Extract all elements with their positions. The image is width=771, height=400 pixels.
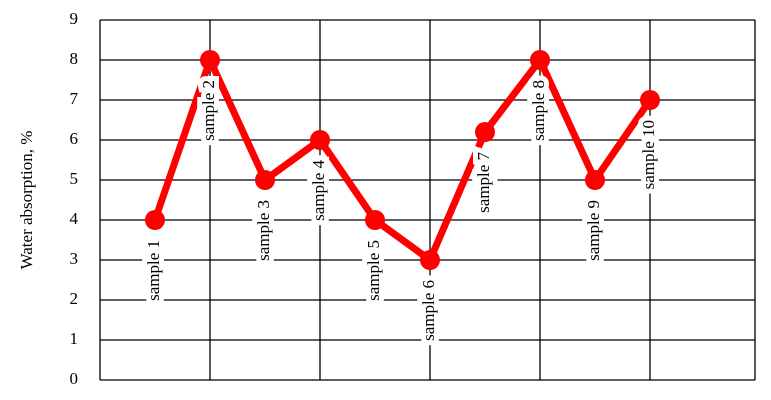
data-point (585, 170, 605, 190)
data-point (530, 50, 550, 70)
y-tick-label: 7 (70, 89, 79, 108)
grid (99, 19, 756, 381)
y-tick-label: 9 (70, 9, 79, 28)
y-tick-label: 8 (70, 49, 79, 68)
y-tick-label: 6 (70, 129, 79, 148)
y-tick-label: 2 (70, 289, 79, 308)
y-tick-label: 4 (70, 209, 79, 228)
y-tick-label: 1 (70, 329, 79, 348)
data-label: sample 9 (584, 200, 603, 261)
data-point (475, 122, 495, 142)
data-line (151, 50, 653, 266)
data-point (640, 90, 660, 110)
data-point (200, 50, 220, 70)
data-label: sample 1 (144, 240, 163, 301)
y-tick-label: 0 (70, 369, 79, 388)
data-label: sample 8 (529, 80, 548, 141)
y-axis-label: Water absorption, % (17, 131, 36, 270)
data-label: sample 5 (364, 240, 383, 301)
data-label: sample 6 (419, 280, 438, 341)
data-point (365, 210, 385, 230)
y-tick-label: 5 (70, 169, 79, 188)
data-point (255, 170, 275, 190)
y-tick-label: 3 (70, 249, 79, 268)
data-label: sample 2 (199, 80, 218, 141)
data-label: sample 4 (309, 160, 328, 221)
data-label: sample 7 (474, 152, 493, 213)
data-point (145, 210, 165, 230)
data-label: sample 3 (254, 200, 273, 261)
data-point (310, 130, 330, 150)
data-point (420, 250, 440, 270)
data-label: sample 10 (639, 120, 658, 189)
